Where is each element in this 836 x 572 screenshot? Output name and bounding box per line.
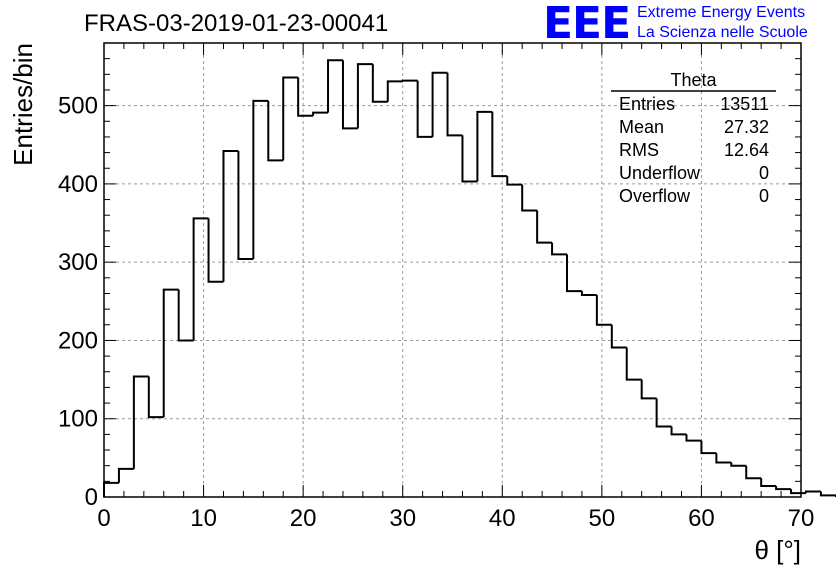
histogram-bin bbox=[312, 111, 329, 116]
histogram-bin bbox=[371, 64, 388, 103]
histogram-bin bbox=[222, 150, 239, 282]
histogram-bin bbox=[715, 453, 732, 464]
histogram-bin bbox=[356, 63, 373, 129]
histogram-bin bbox=[566, 254, 582, 293]
histogram-bin bbox=[491, 111, 508, 178]
histogram-bin bbox=[790, 489, 806, 495]
histogram-bin bbox=[476, 110, 493, 182]
stats-value: 12.64 bbox=[724, 140, 769, 160]
axes: 0 10 20 30 40 50 60 70 0 100 200 300 400 500 θ [°] Entr… bbox=[8, 42, 815, 565]
y-tick-label: 500 bbox=[58, 93, 98, 120]
y-tick-label: 100 bbox=[58, 406, 98, 433]
histogram-bin bbox=[386, 80, 403, 102]
stats-label: RMS bbox=[619, 140, 659, 160]
histogram-bin bbox=[655, 398, 672, 428]
histogram-bin bbox=[103, 481, 119, 497]
x-axis-label: θ [°] bbox=[754, 535, 801, 565]
histogram-bin bbox=[237, 151, 254, 261]
histogram-bin bbox=[700, 440, 717, 455]
histogram-bin bbox=[775, 486, 792, 491]
x-tick-label: 0 bbox=[97, 505, 110, 532]
x-tick-label: 60 bbox=[688, 505, 715, 532]
histogram-bin bbox=[670, 426, 687, 436]
stats-value: 0 bbox=[759, 163, 769, 183]
stats-value: 13511 bbox=[720, 94, 769, 114]
histogram-bin bbox=[431, 71, 448, 137]
stats-label: Entries bbox=[619, 94, 675, 114]
histogram-bin bbox=[297, 77, 314, 117]
logo-text-line-1: Extreme Energy Events bbox=[637, 4, 806, 21]
histogram-bin bbox=[401, 79, 418, 82]
histogram-bin bbox=[580, 291, 597, 297]
histogram-bin bbox=[177, 289, 194, 342]
stats-title: Theta bbox=[670, 70, 717, 90]
histogram-bin bbox=[551, 242, 568, 256]
histogram-bin bbox=[685, 434, 702, 442]
stats-label: Mean bbox=[619, 117, 664, 137]
histogram-bin bbox=[625, 347, 642, 381]
histogram-bin bbox=[521, 184, 538, 212]
y-tick-label: 300 bbox=[58, 249, 98, 276]
x-tick-label: 30 bbox=[389, 505, 416, 532]
logo-text-line-2: La Scienza nelle Scuole bbox=[637, 24, 808, 41]
histogram-bin bbox=[506, 176, 523, 186]
y-axis-label: Entries/bin bbox=[8, 43, 38, 166]
stats-value: 0 bbox=[759, 186, 769, 206]
x-tick-label: 50 bbox=[589, 505, 616, 532]
y-tick-label: 400 bbox=[58, 171, 98, 198]
histogram-bin bbox=[760, 478, 777, 488]
histogram-bin bbox=[267, 100, 284, 162]
stats-label: Underflow bbox=[619, 163, 701, 183]
histogram-series bbox=[103, 59, 836, 497]
histogram-bin bbox=[117, 467, 134, 483]
stats-box: Theta Entries 13511 Mean 27.32 RMS 12.64 Underf… bbox=[611, 70, 776, 206]
histogram-bin bbox=[610, 324, 627, 349]
histogram-bin bbox=[536, 210, 553, 244]
histogram-bin bbox=[252, 99, 269, 260]
histogram-bin bbox=[132, 375, 149, 469]
plot-frame bbox=[103, 42, 802, 498]
histogram-bin bbox=[595, 295, 612, 326]
grid-lines bbox=[104, 43, 801, 497]
eee-logo: EEE bbox=[543, 0, 631, 49]
histogram-bin bbox=[327, 59, 343, 113]
x-tick-label: 40 bbox=[489, 505, 516, 532]
y-tick-label: 200 bbox=[58, 327, 98, 354]
histogram-bin bbox=[730, 462, 747, 467]
chart-title: FRAS-03-2019-01-23-00041 bbox=[84, 10, 389, 37]
stats-value: 27.32 bbox=[724, 117, 769, 137]
x-tick-label: 20 bbox=[290, 505, 317, 532]
histogram-bin bbox=[461, 135, 478, 183]
y-tick-label: 0 bbox=[85, 484, 98, 511]
histogram-bin bbox=[819, 491, 836, 497]
histogram-bin bbox=[745, 465, 762, 480]
histogram-bin bbox=[147, 376, 164, 419]
histogram-bin bbox=[282, 76, 299, 161]
stats-label: Overflow bbox=[619, 186, 691, 206]
histogram-bin bbox=[416, 80, 433, 138]
x-tick-label: 10 bbox=[190, 505, 217, 532]
histogram-bin bbox=[192, 217, 209, 341]
histogram-bin bbox=[804, 490, 821, 494]
x-tick-label: 70 bbox=[788, 505, 815, 532]
histogram-bin bbox=[446, 72, 463, 137]
histogram-bin bbox=[341, 60, 358, 130]
histogram-bin bbox=[640, 379, 657, 400]
histogram-bin bbox=[207, 218, 224, 283]
histogram-bin bbox=[162, 288, 179, 418]
